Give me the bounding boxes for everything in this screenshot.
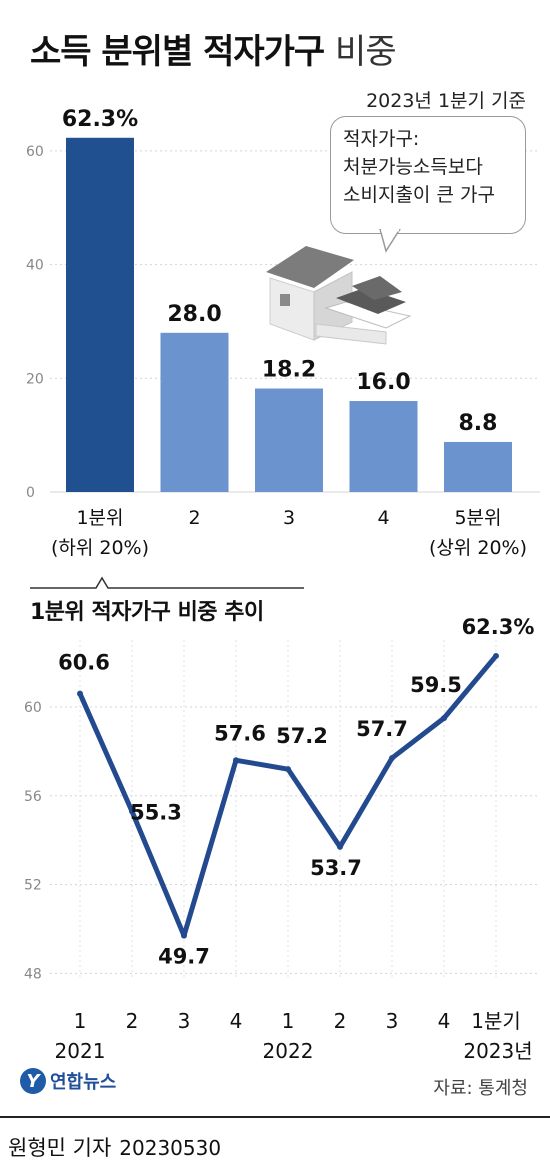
data-point <box>181 932 187 939</box>
definition-note: 적자가구: 처분가능소득보다 소비지출이 큰 가구 <box>330 116 526 234</box>
logo: Y 연합뉴스 <box>20 1068 116 1094</box>
x-tick-label: 1분기 <box>471 1009 521 1033</box>
x-tick-label: (상위 20%) <box>429 537 527 559</box>
bar <box>349 401 418 492</box>
bar-value-label: 16.0 <box>356 370 410 395</box>
source: 자료: 통계청 <box>433 1078 528 1099</box>
y-tick-label: 0 <box>26 485 35 501</box>
data-label: 57.2 <box>276 724 328 748</box>
data-point <box>493 652 499 659</box>
bar <box>255 388 323 492</box>
bar <box>160 332 229 492</box>
data-label: 60.6 <box>58 651 110 675</box>
data-label: 53.7 <box>310 856 362 880</box>
title-light: 비중 <box>335 32 397 72</box>
y-tick-label: 48 <box>24 966 42 982</box>
note-line: 소비지출이 큰 가구 <box>343 184 495 206</box>
data-label: 49.7 <box>158 945 210 969</box>
x-group-label: 2023년 <box>463 1039 532 1063</box>
x-tick-label: 1 <box>74 1009 87 1033</box>
data-label: 59.5 <box>410 673 462 697</box>
logo-text: 연합뉴스 <box>50 1072 117 1093</box>
y-tick-label: 56 <box>24 789 42 805</box>
data-label: 62.3% <box>462 615 535 639</box>
x-tick-label: 1분위 <box>76 507 123 529</box>
x-tick-label: 4 <box>230 1009 243 1033</box>
house-illustration <box>266 246 412 345</box>
basis-note: 2023년 1분기 기준 <box>366 90 526 112</box>
note-line: 적자가구: <box>343 128 420 150</box>
bar-value-label: 28.0 <box>167 302 221 327</box>
x-tick-label: 4 <box>377 507 389 529</box>
bar-value-label: 18.2 <box>262 358 316 383</box>
data-label: 57.7 <box>356 717 408 741</box>
x-group-label: 2022 <box>263 1039 314 1063</box>
y-tick-label: 60 <box>26 144 44 160</box>
note-line: 처분가능소득보다 <box>343 156 483 178</box>
x-tick-label: 3 <box>283 507 295 529</box>
credit-date: 20230530 <box>119 1136 222 1160</box>
credit: 원형민 기자 20230530 <box>8 1132 221 1162</box>
data-point <box>441 715 447 722</box>
data-point <box>77 690 83 697</box>
page-title: 소득 분위별 적자가구 비중 <box>30 24 397 73</box>
footer-divider <box>0 1116 550 1118</box>
bar-value-label: 8.8 <box>459 411 498 436</box>
bar-value-label: 62.3% <box>62 107 138 132</box>
data-label: 57.6 <box>214 721 266 745</box>
bar-chart: 0 20 40 60 62.3% 1분위 (하위 20%) 28.0 2 18.2 3 16.0 4 8.… <box>26 107 540 559</box>
section-connector <box>30 576 304 589</box>
bar <box>444 441 512 492</box>
logo-mark-icon: Y <box>20 1068 46 1094</box>
x-tick-label: 3 <box>178 1009 191 1033</box>
line-chart: 48 52 56 60 1 2 3 4 1 2 3 4 1분기 2021 2022 2023년 60.6 55.3… <box>24 615 540 1063</box>
data-point <box>233 757 239 764</box>
data-point <box>389 755 395 762</box>
x-tick-label: 3 <box>386 1009 399 1033</box>
x-tick-label: 4 <box>438 1009 451 1033</box>
x-tick-label: 2 <box>126 1009 139 1033</box>
y-tick-label: 52 <box>24 878 42 894</box>
x-tick-label: 1 <box>282 1009 295 1033</box>
data-label: 55.3 <box>130 800 182 824</box>
data-point <box>129 808 135 815</box>
y-tick-label: 40 <box>26 258 44 274</box>
bar <box>66 137 134 492</box>
x-group-label: 2021 <box>55 1039 106 1063</box>
x-tick-label: 5분위 <box>454 507 501 529</box>
y-tick-label: 60 <box>24 700 42 716</box>
x-tick-label: 2 <box>188 507 200 529</box>
line-chart-title: 1분위 적자가구 비중 추이 <box>30 600 264 625</box>
data-point <box>337 843 343 850</box>
x-tick-label: (하위 20%) <box>51 537 149 559</box>
data-point <box>285 766 291 773</box>
y-tick-label: 20 <box>26 371 44 387</box>
credit-name: 원형민 기자 <box>8 1136 112 1160</box>
title-bold: 소득 분위별 적자가구 <box>30 32 325 72</box>
x-tick-label: 2 <box>334 1009 347 1033</box>
note-tail <box>379 229 401 253</box>
